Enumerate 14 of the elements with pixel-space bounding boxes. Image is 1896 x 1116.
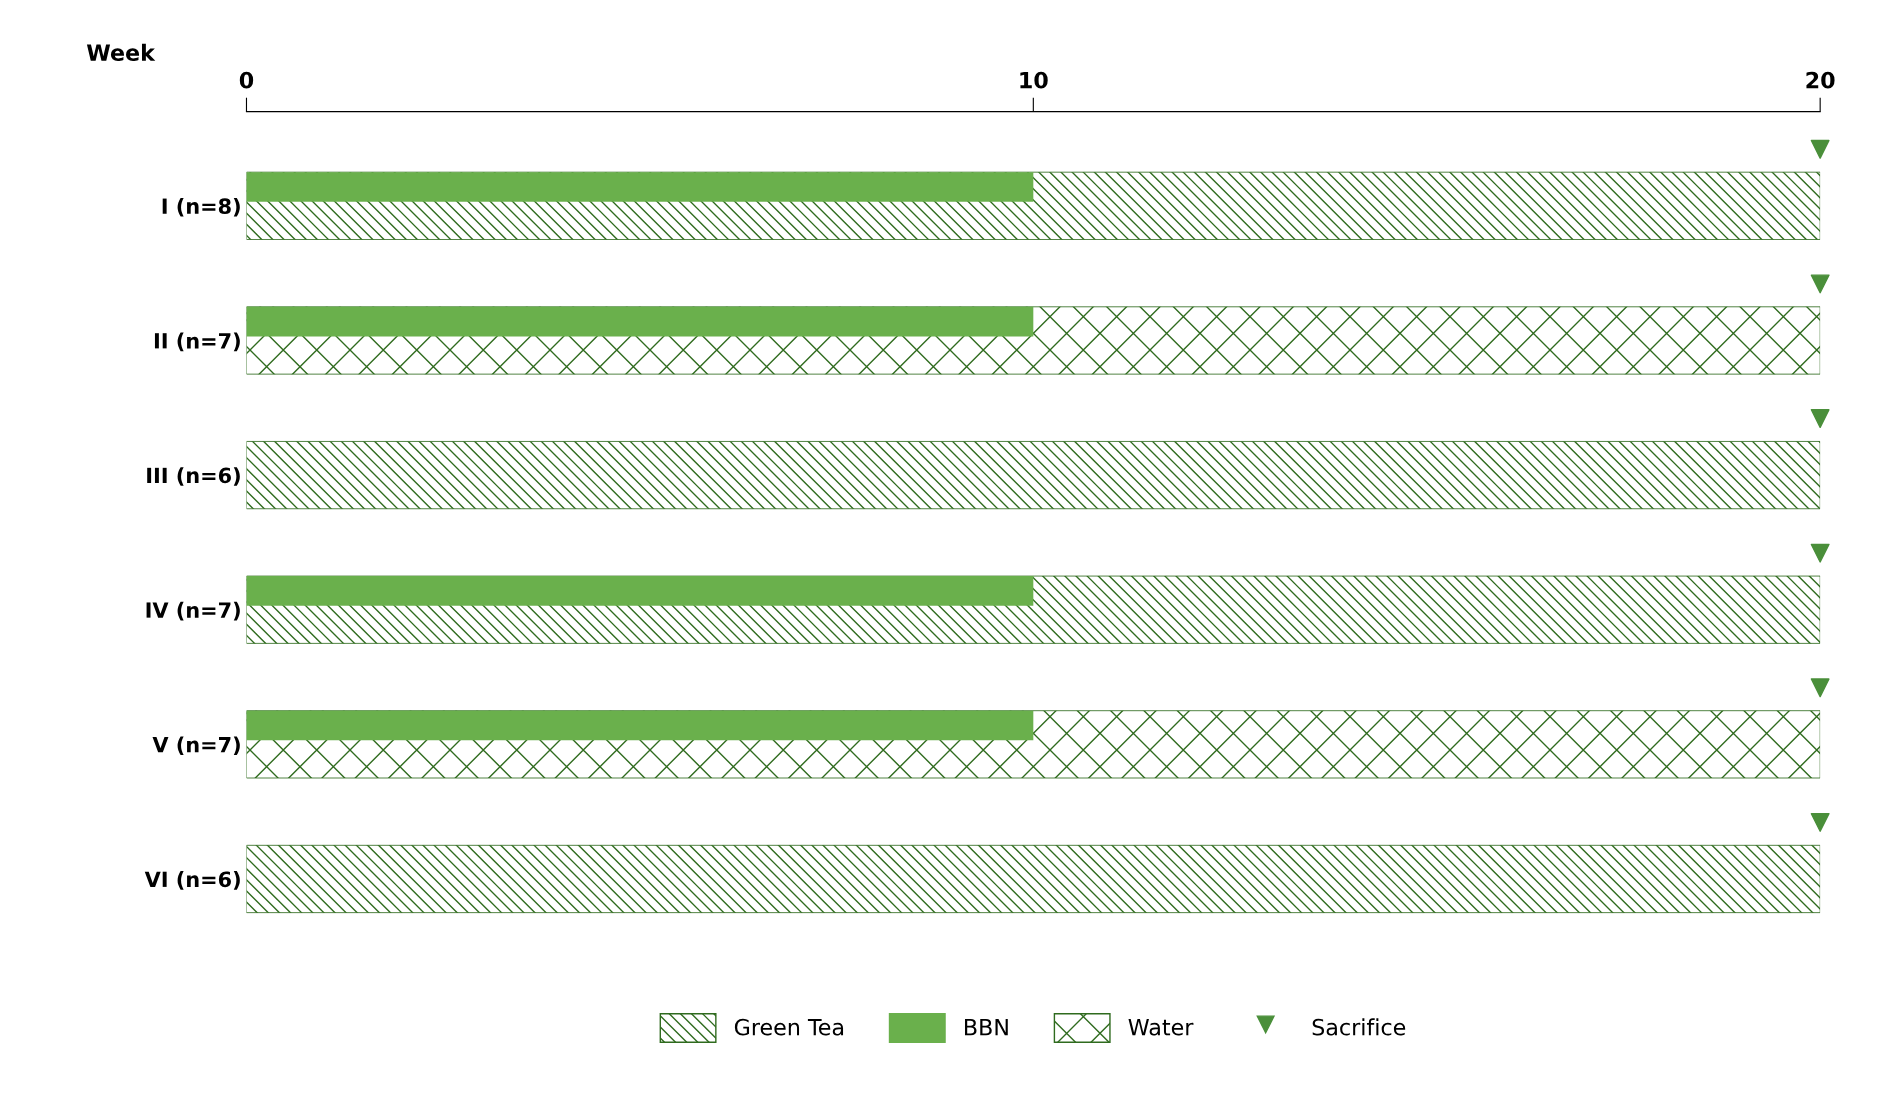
x-tick-label: 0 bbox=[239, 71, 254, 89]
legend-label: Green Tea bbox=[734, 1018, 844, 1036]
x-axis-title: Week bbox=[86, 43, 156, 62]
legend-label: Water bbox=[1128, 1019, 1194, 1036]
y-tick-label: V (n=7) bbox=[152, 736, 240, 756]
y-tick-label: III (n=6) bbox=[147, 467, 240, 486]
legend-label: Sacrifice bbox=[1312, 1018, 1406, 1036]
x-tick-label: 20 bbox=[1806, 71, 1835, 89]
y-tick-label: II (n=7) bbox=[154, 332, 240, 352]
y-tick-label: IV (n=7) bbox=[146, 601, 240, 621]
y-tick-label: I (n=8) bbox=[162, 197, 240, 217]
y-tick-label: VI (n=6) bbox=[144, 871, 240, 890]
x-tick-label: 10 bbox=[1020, 71, 1048, 89]
legend-label: BBN bbox=[965, 1019, 1008, 1036]
